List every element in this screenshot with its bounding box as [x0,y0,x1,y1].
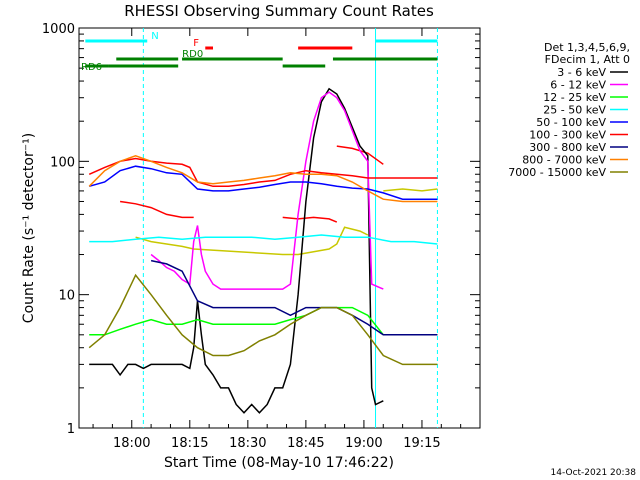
chart-title: RHESSI Observing Summary Count Rates [124,2,434,20]
legend-label: 100 - 300 keV [529,129,606,142]
series-line [89,87,384,414]
series-line [88,165,438,200]
y-axis-label: Count Rate (s⁻¹ detector⁻¹) [21,133,37,323]
x-tick-label: 19:15 [403,436,440,451]
legend-header: Det 1,3,4,5,6,9, [544,41,630,54]
series-line [88,155,438,203]
flag-label: RD6 [81,62,102,73]
series-line-extra [383,188,438,192]
y-axis-ticks: 1 10 100 1000 [42,22,480,437]
legend-label: 12 - 25 keV [543,91,606,104]
series-line-extra [282,216,338,223]
series-lines [88,87,438,414]
series-line [89,234,438,245]
legend-label: 6 - 12 keV [550,79,606,92]
legend-label: 3 - 6 keV [557,66,606,79]
x-tick-label: 18:00 [113,436,150,451]
x-axis-label: Start Time (08-May-10 17:46:22) [164,455,394,471]
series-line-extra [119,200,194,219]
vertical-markers [142,28,438,428]
y-tick-label: 1000 [42,22,75,37]
series-line [89,306,438,336]
x-tick-label: 18:45 [287,436,324,451]
legend-label: 25 - 50 keV [543,104,606,117]
flag-label: RD0 [182,49,203,60]
x-axis-ticks: 18:00 18:15 18:30 18:45 19:00 19:15 [92,28,462,451]
x-tick-label: 18:30 [229,436,266,451]
plot-frame [78,27,481,429]
footer-date: 14-Oct-2021 20:38 [551,468,637,478]
legend-header: FDecim 1, Att 0 [545,53,630,66]
series-line-extra [135,226,369,256]
legend-label: 50 - 100 keV [536,116,606,129]
series-line [88,273,438,366]
y-tick-label: 10 [58,289,75,304]
x-tick-label: 19:00 [345,436,382,451]
legend-label: 7000 - 15000 keV [508,166,606,179]
legend-label: 800 - 7000 keV [522,154,606,167]
flag-label: N [151,31,158,42]
legend-label: 300 - 800 keV [529,141,606,154]
flag-label: F [193,38,199,49]
series-line [150,91,384,290]
legend: Det 1,3,4,5,6,9,FDecim 1, Att 03 - 6 keV… [508,41,630,179]
series-line [150,259,438,336]
x-tick-label: 18:15 [171,436,208,451]
y-tick-label: 100 [50,155,75,170]
y-tick-label: 1 [67,422,75,437]
series-line [88,157,438,188]
